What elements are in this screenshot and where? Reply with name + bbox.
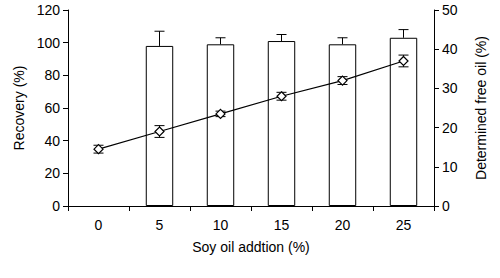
svg-text:Determined free oil (%): Determined free oil (%) xyxy=(473,36,489,180)
svg-text:120: 120 xyxy=(37,2,61,18)
svg-text:80: 80 xyxy=(44,67,60,83)
svg-text:20: 20 xyxy=(335,217,351,233)
svg-text:25: 25 xyxy=(396,217,412,233)
svg-text:Recovery (%): Recovery (%) xyxy=(11,66,27,151)
svg-text:15: 15 xyxy=(274,217,290,233)
svg-text:0: 0 xyxy=(52,198,60,214)
svg-text:0: 0 xyxy=(95,217,103,233)
svg-text:10: 10 xyxy=(442,159,458,175)
svg-text:100: 100 xyxy=(37,35,61,51)
svg-text:40: 40 xyxy=(442,41,458,57)
svg-text:50: 50 xyxy=(442,2,458,18)
svg-text:40: 40 xyxy=(44,133,60,149)
svg-text:10: 10 xyxy=(213,217,229,233)
svg-text:5: 5 xyxy=(156,217,164,233)
svg-text:0: 0 xyxy=(442,198,450,214)
svg-text:30: 30 xyxy=(442,80,458,96)
svg-text:20: 20 xyxy=(44,165,60,181)
svg-text:20: 20 xyxy=(442,120,458,136)
svg-text:60: 60 xyxy=(44,100,60,116)
svg-text:Soy oil addtion (%): Soy oil addtion (%) xyxy=(192,239,310,255)
